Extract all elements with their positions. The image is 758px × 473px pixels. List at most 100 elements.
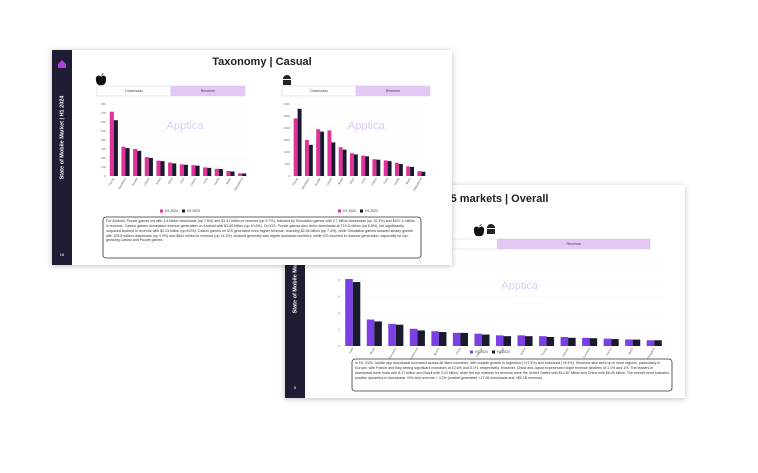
bar xyxy=(398,164,403,176)
bar xyxy=(395,324,404,346)
legend-swatch xyxy=(492,350,495,354)
bar xyxy=(156,160,161,176)
x-tick-label: Casino xyxy=(370,176,378,186)
bar xyxy=(361,155,366,176)
bar xyxy=(394,162,399,176)
bar xyxy=(431,331,439,346)
bar xyxy=(327,130,332,176)
y-tick-label: 400 xyxy=(101,138,106,142)
bar xyxy=(365,156,370,176)
x-tick-label: Educational xyxy=(233,177,244,192)
x-tick-label: Russia xyxy=(540,346,548,356)
y-tick-label: 100 xyxy=(101,165,106,169)
bar xyxy=(137,150,142,176)
bar xyxy=(474,333,482,346)
bar xyxy=(342,149,347,176)
legend-swatch xyxy=(470,350,473,354)
bar xyxy=(308,144,313,176)
x-tick-label: Board xyxy=(337,176,344,185)
android-icon xyxy=(487,224,495,234)
x-tick-label: Vietnam xyxy=(561,346,570,357)
bar xyxy=(503,336,512,346)
x-tick-label: Pakistan xyxy=(475,346,484,358)
logo xyxy=(58,60,66,68)
y-tick-label: 700 xyxy=(101,111,106,115)
bar xyxy=(625,339,633,346)
bar xyxy=(238,173,243,176)
bar xyxy=(316,129,321,176)
text-box xyxy=(351,358,673,392)
y-tick-label: 600 xyxy=(101,120,106,124)
paragraph: For Android, Puzzle games led with 1.6 b… xyxy=(106,219,415,243)
y-tick-label: 500 xyxy=(285,162,290,166)
x-tick-label: Educational xyxy=(412,177,423,192)
bar xyxy=(417,330,425,346)
bar xyxy=(113,120,118,176)
legend-label: H1 2024 xyxy=(475,350,488,354)
page-number: 16 xyxy=(60,252,65,257)
bar xyxy=(320,131,325,176)
bar xyxy=(495,335,504,346)
y-tick-label: 200 xyxy=(101,156,106,160)
bar xyxy=(460,332,468,346)
side-label: State of Mobile Market | H1 2024 xyxy=(59,95,65,180)
x-tick-label: Word xyxy=(349,176,356,184)
bar xyxy=(481,334,490,346)
bar xyxy=(304,140,309,176)
tab-label: Downloads xyxy=(310,89,328,93)
watermark: Apptica xyxy=(167,120,205,132)
page-number: 5 xyxy=(294,385,297,390)
bar xyxy=(539,336,547,346)
x-tick-label: Card xyxy=(360,176,367,184)
bar xyxy=(372,159,377,176)
bar xyxy=(148,158,153,176)
x-tick-label: Word xyxy=(167,176,174,184)
bar xyxy=(366,319,375,346)
tab xyxy=(497,238,651,250)
x-tick-label: France xyxy=(605,346,613,356)
x-tick-label: Trivia xyxy=(382,176,389,184)
bar xyxy=(352,282,361,346)
x-tick-label: Germany xyxy=(582,346,592,358)
x-tick-label: Music xyxy=(405,176,412,185)
bar xyxy=(293,118,298,176)
tab xyxy=(170,85,246,97)
legend-label: H1 2023 xyxy=(497,350,510,354)
slide: State of Mobile Market | H1 2024 16 Taxono… xyxy=(52,50,452,265)
side-label: State of Mobile Market | H1 2024 xyxy=(292,229,298,314)
bar xyxy=(168,162,173,176)
tab xyxy=(355,85,431,97)
apple-icon xyxy=(473,224,485,237)
x-tick-label: Trivia xyxy=(202,176,209,184)
x-tick-label: Arcade xyxy=(131,176,139,186)
bar xyxy=(421,171,426,176)
bar xyxy=(160,161,165,176)
bar xyxy=(406,166,411,176)
x-tick-label: Casino xyxy=(189,176,197,186)
bar xyxy=(144,157,149,176)
legend-label: H1 2024 xyxy=(343,209,356,213)
bar xyxy=(133,149,138,176)
x-tick-label: Casual xyxy=(143,177,151,187)
bar xyxy=(230,171,235,176)
bar xyxy=(387,161,392,176)
bar xyxy=(560,336,569,346)
bar xyxy=(525,336,533,346)
watermark: Apptica xyxy=(501,280,539,292)
bar xyxy=(331,142,336,176)
slide-title: Taxonomy | Casual xyxy=(212,56,311,68)
x-tick-label: Turkey xyxy=(519,346,527,356)
y-tick-label: 0 xyxy=(288,174,290,178)
bar xyxy=(191,165,196,176)
legend-label: H1 2023 xyxy=(187,209,200,213)
bar xyxy=(226,171,231,176)
bar xyxy=(183,164,188,176)
x-tick-label: Egypt xyxy=(498,347,505,355)
bar xyxy=(125,148,130,176)
bar xyxy=(409,328,418,346)
x-tick-label: Mexico xyxy=(433,346,441,356)
bar xyxy=(383,160,388,176)
y-tick-label: 2000 xyxy=(283,126,290,130)
paragraph: In H1 2024, mobile app downloads increas… xyxy=(355,361,669,380)
